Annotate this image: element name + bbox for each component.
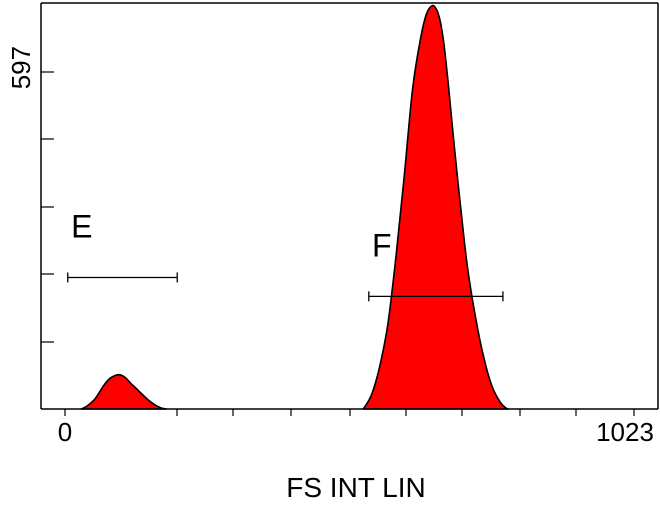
gate-label: F (372, 227, 392, 263)
x-tick-label-min: 0 (58, 417, 72, 447)
y-axis-ticks (41, 71, 54, 343)
x-axis-ticks (64, 409, 635, 416)
plot-frame (40, 2, 659, 409)
gate-f: F (368, 227, 504, 302)
histogram-fills (80, 4, 510, 410)
gate-e: E (67, 208, 178, 283)
histogram-peak-1 (80, 373, 168, 410)
x-axis-title: FS INT LIN (286, 472, 426, 503)
gate-label: E (71, 208, 92, 244)
histogram-peak-2 (362, 4, 510, 410)
y-tick-label: 597 (6, 46, 36, 89)
x-tick-label-max: 1023 (596, 417, 654, 447)
gate-markers: EF (67, 208, 504, 302)
